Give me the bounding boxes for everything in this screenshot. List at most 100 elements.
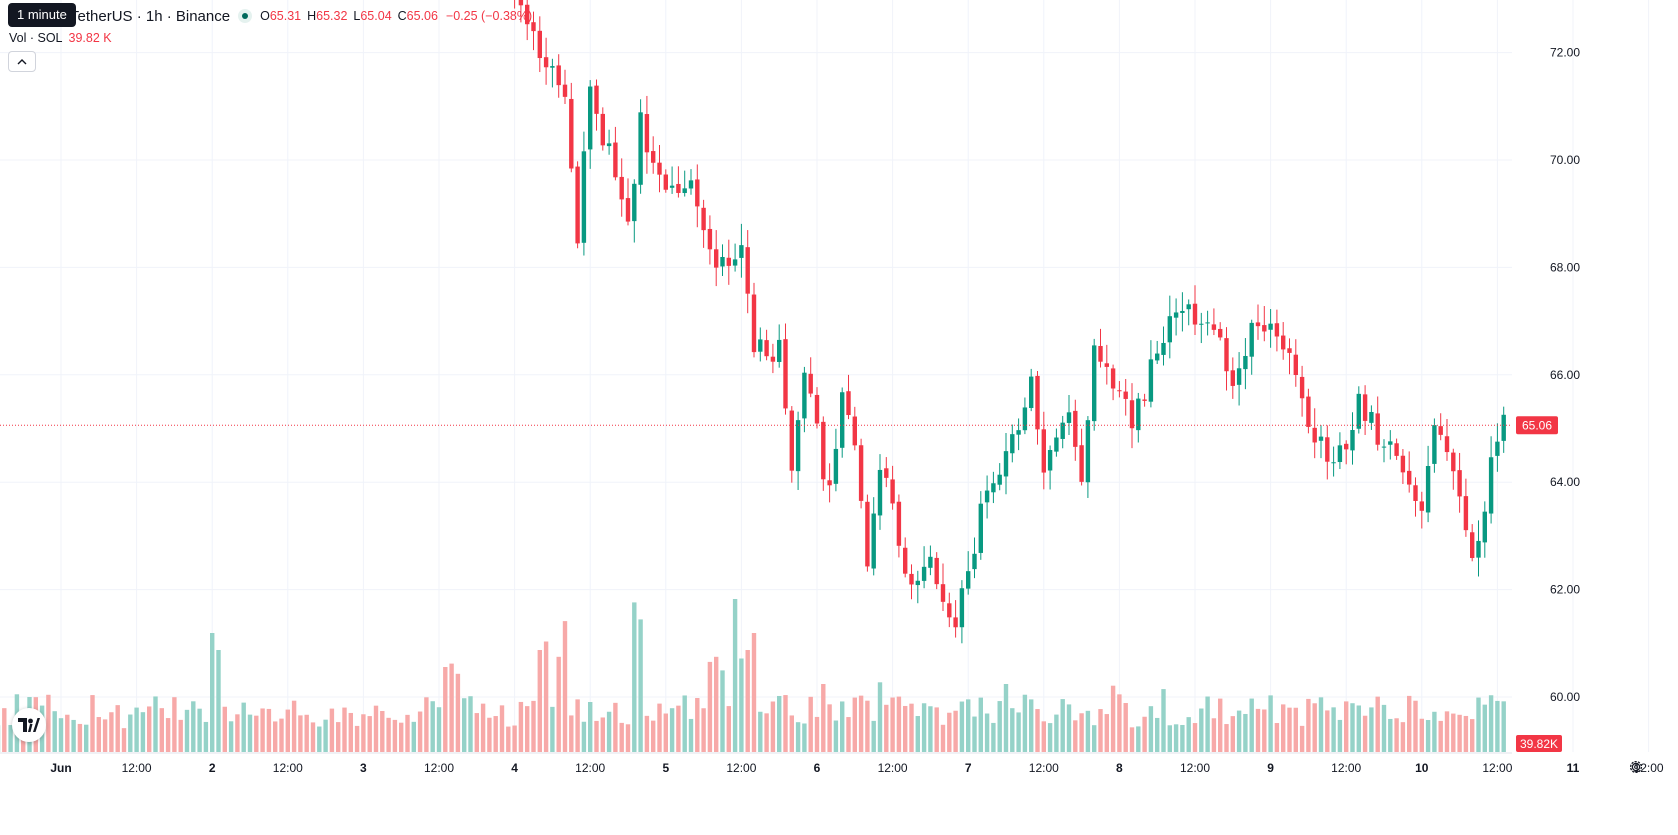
volume-bar	[310, 722, 316, 752]
candle-body	[953, 617, 958, 628]
candle-body	[1394, 443, 1399, 456]
candle-body	[1337, 445, 1343, 463]
volume-bar	[840, 701, 845, 752]
candle-body	[619, 176, 624, 200]
volume-bar	[701, 708, 706, 752]
candle-body	[1268, 323, 1273, 330]
volume-bar	[1136, 726, 1141, 752]
volume-bar	[424, 697, 429, 752]
volume-bar	[1388, 718, 1393, 752]
tradingview-logo[interactable]	[12, 708, 46, 742]
candle-body	[1400, 455, 1406, 473]
candle-body	[1369, 412, 1374, 423]
volume-bar	[1432, 711, 1437, 752]
volume-bar	[1022, 694, 1028, 752]
candle-body	[600, 113, 605, 146]
volume-bar	[525, 706, 530, 752]
volume-bar	[115, 705, 120, 752]
price-tick-label: 66.00	[1550, 368, 1580, 382]
volume-bar	[726, 706, 731, 752]
volume-bar	[373, 705, 379, 752]
volume-bar	[65, 714, 70, 752]
volume-bar	[732, 599, 738, 752]
volume-bar	[178, 719, 183, 752]
chevron-up-icon	[17, 58, 27, 64]
volume-bar	[1369, 707, 1374, 752]
volume-bar	[1236, 710, 1242, 752]
volume-bar	[814, 716, 820, 752]
candle-body	[959, 588, 965, 628]
candle-body	[1318, 436, 1324, 441]
ohlc-low: L65.04	[353, 9, 392, 23]
volume-bar	[304, 714, 309, 752]
time-tick-label: 9	[1267, 761, 1274, 775]
time-axis[interactable]: Jun 12:00 2 12:00 3 12:00 4 12:00 5 12:00 6 12:00 7 1…	[0, 752, 1664, 775]
volume-bar	[1066, 704, 1072, 752]
candle-body	[789, 410, 794, 471]
symbol-title[interactable]: TetherUS · 1h · Binance	[70, 7, 231, 25]
candle-body	[940, 584, 946, 602]
time-tick-label: 12:00	[424, 761, 454, 775]
chart-settings-button[interactable]	[1626, 757, 1646, 777]
volume-bar	[487, 717, 492, 752]
volume-bar	[669, 708, 675, 752]
time-tick-label: 7	[965, 761, 972, 775]
candle-body	[613, 142, 618, 178]
volume-bar	[184, 709, 190, 752]
volume-bar	[436, 707, 442, 752]
time-tick-label: 10	[1415, 761, 1429, 775]
volume-label[interactable]: Vol · SOL	[9, 31, 63, 45]
volume-bar	[1041, 721, 1046, 752]
candle-body	[594, 85, 599, 114]
volume-bar	[903, 705, 908, 752]
candle-body	[531, 22, 536, 32]
volume-bar	[354, 725, 360, 752]
candle-body	[1167, 316, 1172, 343]
candle-body	[991, 483, 996, 493]
candle-body	[1218, 328, 1223, 338]
candle-body	[978, 503, 983, 553]
candle-body	[1451, 452, 1456, 472]
volume-bar	[833, 720, 839, 752]
volume-bar	[159, 708, 164, 752]
candle-body	[1331, 462, 1336, 464]
candle-body	[896, 501, 902, 546]
candle-body	[1463, 496, 1469, 531]
volume-bar	[877, 682, 883, 752]
ohlc-open: O65.31	[260, 9, 302, 23]
collapse-legend-button[interactable]	[8, 51, 36, 72]
volume-bar	[1318, 697, 1324, 752]
candle-body	[1407, 470, 1412, 485]
volume-bar	[222, 706, 227, 752]
candle-body	[569, 98, 574, 169]
candle-body	[1356, 393, 1361, 429]
volume-bar	[235, 714, 240, 752]
volume-bar	[147, 706, 152, 752]
volume-bar	[1243, 713, 1248, 752]
volume-bar	[569, 715, 574, 752]
candle-body	[1287, 348, 1292, 353]
volume-bar	[2, 708, 7, 752]
volume-bar	[210, 633, 215, 752]
candle-body	[1388, 441, 1393, 445]
candle-body	[1470, 532, 1475, 559]
candle-body	[1066, 412, 1072, 423]
time-tick-label: 12:00	[726, 761, 756, 775]
candle-body	[714, 249, 719, 268]
candle-body	[1444, 436, 1450, 453]
price-tick-label: 62.00	[1550, 583, 1580, 597]
candle-body	[550, 66, 555, 68]
volume-bar	[216, 650, 221, 752]
price-tick-label: 72.00	[1550, 46, 1580, 60]
volume-bar	[197, 708, 202, 752]
price-tick-label: 64.00	[1550, 475, 1580, 489]
volume-bar	[203, 721, 209, 752]
market-status-icon[interactable]	[238, 9, 253, 23]
volume-bar	[562, 621, 568, 752]
ohlc-change: −0.25 (−0.38%)	[445, 9, 533, 23]
time-tick-label: 6	[814, 761, 821, 775]
volume-value: 39.82 K	[68, 31, 112, 45]
price-axis[interactable]: 84.0082.0080.0078.0076.0074.0072.0070.00…	[1516, 0, 1580, 752]
